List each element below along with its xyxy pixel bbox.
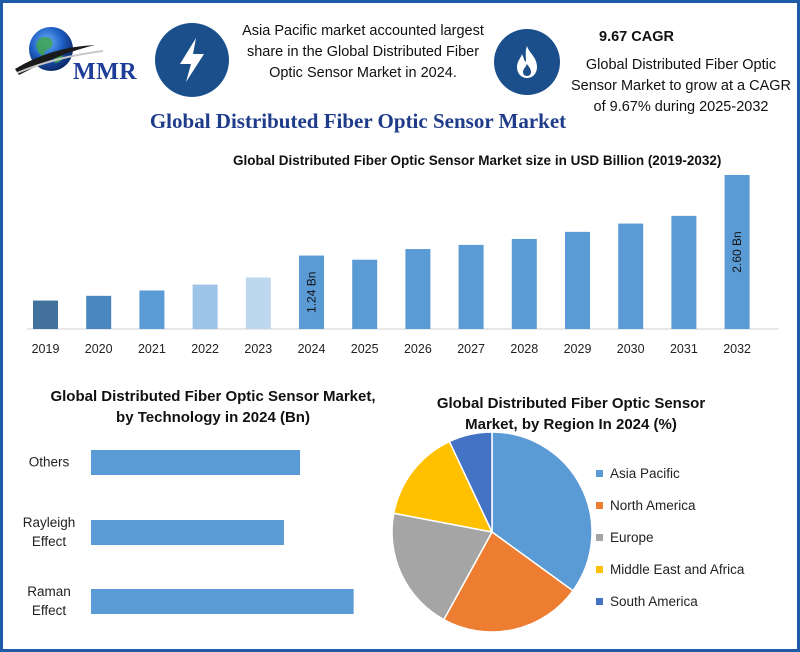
legend-swatch [596,565,603,573]
tick-label-2025: 2025 [351,342,379,356]
pie-slice-asia-pacific [491,431,593,592]
legend-item-middle-east-and-africa: Middle East and Africa [596,553,744,585]
bar-2029 [565,231,590,329]
fact-cagr: Global Distributed Fiber Optic Sensor Ma… [571,57,791,115]
pie-slice-south-america [448,431,493,533]
tick-label-2028: 2028 [510,342,538,356]
bar-2032 [724,175,750,329]
tech-label-0-0: Others [29,455,70,470]
pie-slice-north-america [442,530,574,633]
tick-label-2022: 2022 [191,342,219,356]
region-pie-chart [391,431,593,633]
legend-item-north-america: North America [596,489,744,521]
bar-2024 [299,255,324,329]
region-chart-title: Global Distributed Fiber Optic Sensor Ma… [436,395,706,433]
tick-label-2024: 2024 [298,342,326,356]
tech-label-1-1: Effect [32,534,67,549]
technology-bar-chart: Others Rayleigh Effect Raman Effect [23,450,354,618]
bar-2019 [33,300,58,329]
legend-item-asia-pacific: Asia Pacific [596,457,744,489]
lightning-bolt-icon [180,38,204,82]
tick-label-2026: 2026 [404,342,432,356]
tech-label-1-0: Rayleigh [23,515,76,530]
bar-2023 [245,277,271,329]
brand-name: MMR [73,59,138,85]
main-title: Global Distributed Fiber Optic Sensor Ma… [149,109,567,133]
bar-2031 [671,215,697,329]
bar-2028 [511,238,537,329]
tick-label-2032: 2032 [723,342,751,356]
legend-item-south-america: South America [596,585,744,617]
fact-asia-pacific: Asia Pacific market accounted largest sh… [242,23,484,81]
tick-label-2031: 2031 [670,342,698,356]
legend-label: Middle East and Africa [610,561,745,577]
legend-item-europe: Europe [596,521,744,553]
tick-label-2027: 2027 [457,342,485,356]
region-legend: Asia Pacific North America Europe Middle Ea… [596,457,744,617]
pie-slice-middle-east-and-africa [392,440,494,534]
lightning-badge [155,23,229,97]
tick-label-2030: 2030 [617,342,645,356]
tech-bar-0 [91,450,301,475]
legend-label: Europe [610,529,654,545]
legend-label: South America [610,593,698,609]
flame-icon [517,46,537,78]
tech-bar-1 [91,520,284,545]
bar-chart-title: Global Distributed Fiber Optic Sensor Ma… [233,153,722,168]
tick-label-2029: 2029 [564,342,592,356]
bar-2022 [192,284,218,329]
bar-2020 [86,295,112,329]
legend-label: North America [610,497,696,513]
legend-swatch [596,469,603,477]
bar-2030 [618,223,644,329]
legend-swatch [596,533,603,541]
legend-swatch [596,597,603,605]
bar-2027 [458,244,484,329]
tech-label-2-0: Raman [27,584,71,599]
globe-logo-icon [15,27,104,75]
tick-label-2020: 2020 [85,342,113,356]
technology-chart-title: Global Distributed Fiber Optic Sensor Ma… [50,388,376,426]
legend-swatch [596,501,603,509]
flame-badge [494,29,560,95]
tick-label-2019: 2019 [32,342,60,356]
bar-2026 [405,249,431,329]
data-label-2032: 2.60 Bn [730,231,744,272]
bar-2025 [352,259,378,329]
pie-slice-europe [391,512,494,621]
mmr-logo [11,17,151,87]
tech-label-2-1: Effect [32,603,67,618]
bar-2021 [139,290,165,329]
market-size-bar-chart: 2019 2020 2021 2022 2023 2024 1.24 Bn 2025 2026 2… [27,175,779,356]
data-label-2024: 1.24 Bn [305,272,319,313]
cagr-title: 9.67 CAGR [599,29,674,45]
tick-label-2023: 2023 [244,342,272,356]
tick-label-2021: 2021 [138,342,166,356]
tech-bar-2 [91,589,354,614]
legend-label: Asia Pacific [610,465,680,481]
